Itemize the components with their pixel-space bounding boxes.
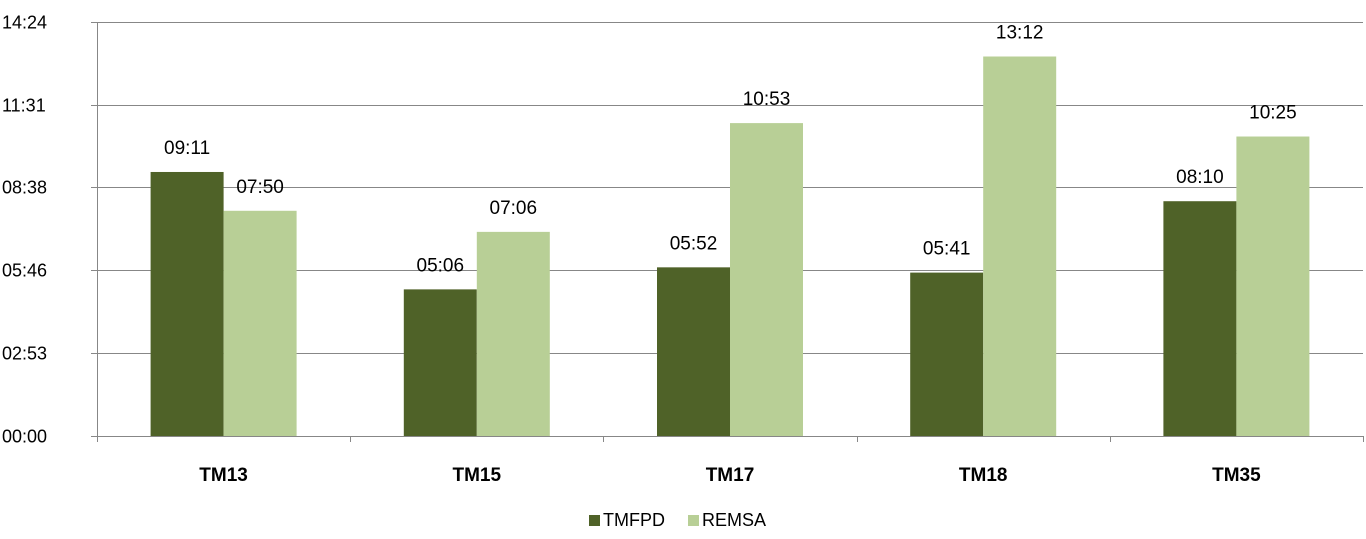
x-category-label: TM35 <box>1212 465 1261 486</box>
axes <box>97 22 1364 442</box>
x-category-label: TM13 <box>199 465 248 486</box>
data-label-remsa-tm17: 10:53 <box>743 89 791 110</box>
data-labels: 09:11 07:50 05:06 07:06 05:52 10:53 05:41 13:12… <box>164 23 1297 277</box>
bar-tmfpd-tm13 <box>150 171 224 436</box>
bar-tmfpd-tm17 <box>657 267 730 436</box>
category-labels: TM13 TM15 TM17 TM18 TM35 <box>199 465 1261 486</box>
bar-remsa-tm17 <box>730 123 803 437</box>
x-category-label: TM15 <box>453 465 502 486</box>
data-label-tmfpd-tm17: 05:52 <box>670 233 718 254</box>
data-label-remsa-tm35: 10:25 <box>1249 103 1297 124</box>
bar-tmfpd-tm18 <box>910 272 984 436</box>
y-tick-label: 05:46 <box>2 261 47 281</box>
legend-label-remsa: REMSA <box>702 510 766 530</box>
data-label-tmfpd-tm15: 05:06 <box>417 255 465 276</box>
data-label-remsa-tm13: 07:50 <box>236 177 284 198</box>
legend-label-tmfpd: TMFPD <box>603 510 665 530</box>
y-tick-label: 11:31 <box>2 96 46 116</box>
bars <box>150 56 1310 437</box>
bar-tmfpd-tm15 <box>403 289 477 436</box>
bar-remsa-tm13 <box>223 210 297 436</box>
legend: TMFPD REMSA <box>589 510 766 530</box>
y-tick-label: 00:00 <box>2 427 47 447</box>
y-axis-ticks: 00:00 02:53 05:46 08:38 11:31 14:24 <box>2 13 97 447</box>
bar-remsa-tm35 <box>1236 136 1310 437</box>
legend-swatch-remsa <box>688 515 699 526</box>
y-tick-label: 02:53 <box>2 344 47 364</box>
x-category-label: TM18 <box>959 465 1008 486</box>
data-label-tmfpd-tm13: 09:11 <box>164 138 210 159</box>
bar-tmfpd-tm35 <box>1163 201 1237 436</box>
data-label-tmfpd-tm18: 05:41 <box>923 239 971 260</box>
data-label-remsa-tm15: 07:06 <box>490 198 538 219</box>
y-tick-label: 14:24 <box>2 13 47 33</box>
bar-remsa-tm18 <box>983 56 1057 436</box>
bar-remsa-tm15 <box>476 231 550 436</box>
y-tick-label: 08:38 <box>2 178 47 198</box>
x-category-label: TM17 <box>706 465 755 486</box>
data-label-remsa-tm18: 13:12 <box>996 23 1044 44</box>
data-label-tmfpd-tm35: 08:10 <box>1176 167 1224 188</box>
legend-swatch-tmfpd <box>589 515 600 526</box>
